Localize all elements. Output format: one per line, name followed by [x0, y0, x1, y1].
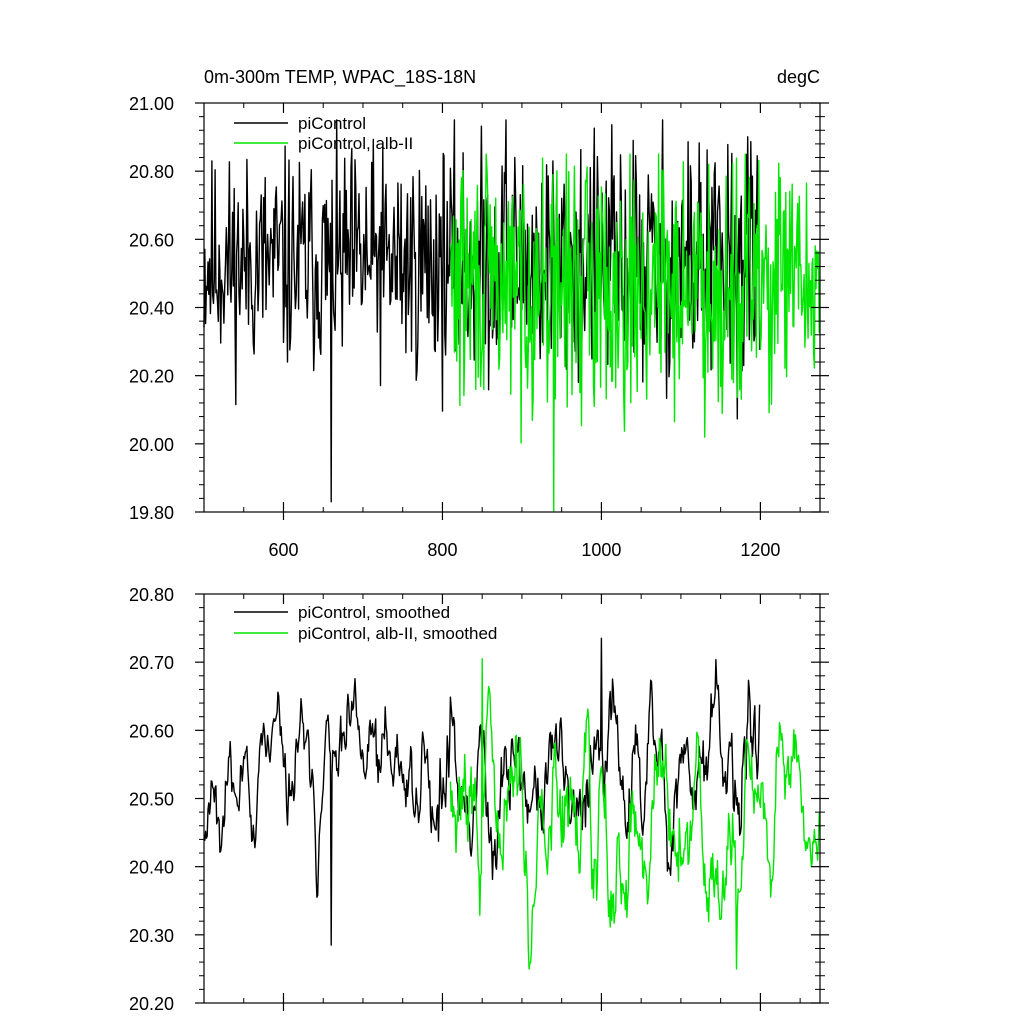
top-panel-axes: 600 800 1000 1200 19.80 20.00 20.20 20.40 20.60 2…: [129, 94, 829, 560]
bottom-panel-legend: piControl, smoothed piControl, alb-II, s…: [234, 603, 497, 643]
top-panel: 600 800 1000 1200 19.80 20.00 20.20 20.40 20.60 2…: [129, 94, 829, 560]
bottom-panel-axes: 20.20 20.30 20.40 20.50 20.60 20.70 20.80: [129, 585, 829, 1014]
y-tick-label: 20.80: [129, 585, 174, 605]
y-tick-label: 19.80: [129, 503, 174, 523]
y-tick-label: 20.30: [129, 926, 174, 946]
y-tick-label: 20.60: [129, 230, 174, 250]
legend-label-picontrol-smoothed: piControl, smoothed: [298, 603, 450, 622]
y-tick-label: 20.00: [129, 435, 174, 455]
y-tick-label: 20.20: [129, 994, 174, 1014]
series-line-picontrol: [203, 119, 761, 503]
x-tick-label: 600: [268, 540, 298, 560]
top-panel-lines: [203, 119, 821, 513]
legend-label-picontrol-alb-ii-smoothed: piControl, alb-II, smoothed: [298, 624, 497, 643]
y-tick-label: 21.00: [129, 94, 174, 114]
x-tick-label: 800: [427, 540, 457, 560]
y-tick-label: 20.40: [129, 299, 174, 319]
y-tick-label: 20.80: [129, 162, 174, 182]
y-tick-label: 20.60: [129, 721, 174, 741]
chart-units: degC: [777, 67, 820, 87]
series-line-picontrol-alb-ii-smoothed: [449, 658, 821, 970]
bottom-panel: 20.20 20.30 20.40 20.50 20.60 20.70 20.80 piCo…: [129, 585, 829, 1014]
y-tick-label: 20.70: [129, 653, 174, 673]
bottom-panel-lines: [203, 637, 821, 970]
legend-label-picontrol-alb-ii: piControl, alb-II: [298, 134, 413, 153]
x-tick-label: 1000: [581, 540, 621, 560]
y-tick-label: 20.50: [129, 790, 174, 810]
chart-title: 0m-300m TEMP, WPAC_18S-18N: [204, 67, 476, 88]
y-tick-label: 20.40: [129, 858, 174, 878]
x-tick-label: 1200: [740, 540, 780, 560]
legend-label-picontrol: piControl: [298, 114, 366, 133]
series-line-picontrol-alb-ii: [449, 153, 821, 513]
top-panel-legend: piControl piControl, alb-II: [234, 114, 413, 153]
y-tick-label: 20.20: [129, 367, 174, 387]
